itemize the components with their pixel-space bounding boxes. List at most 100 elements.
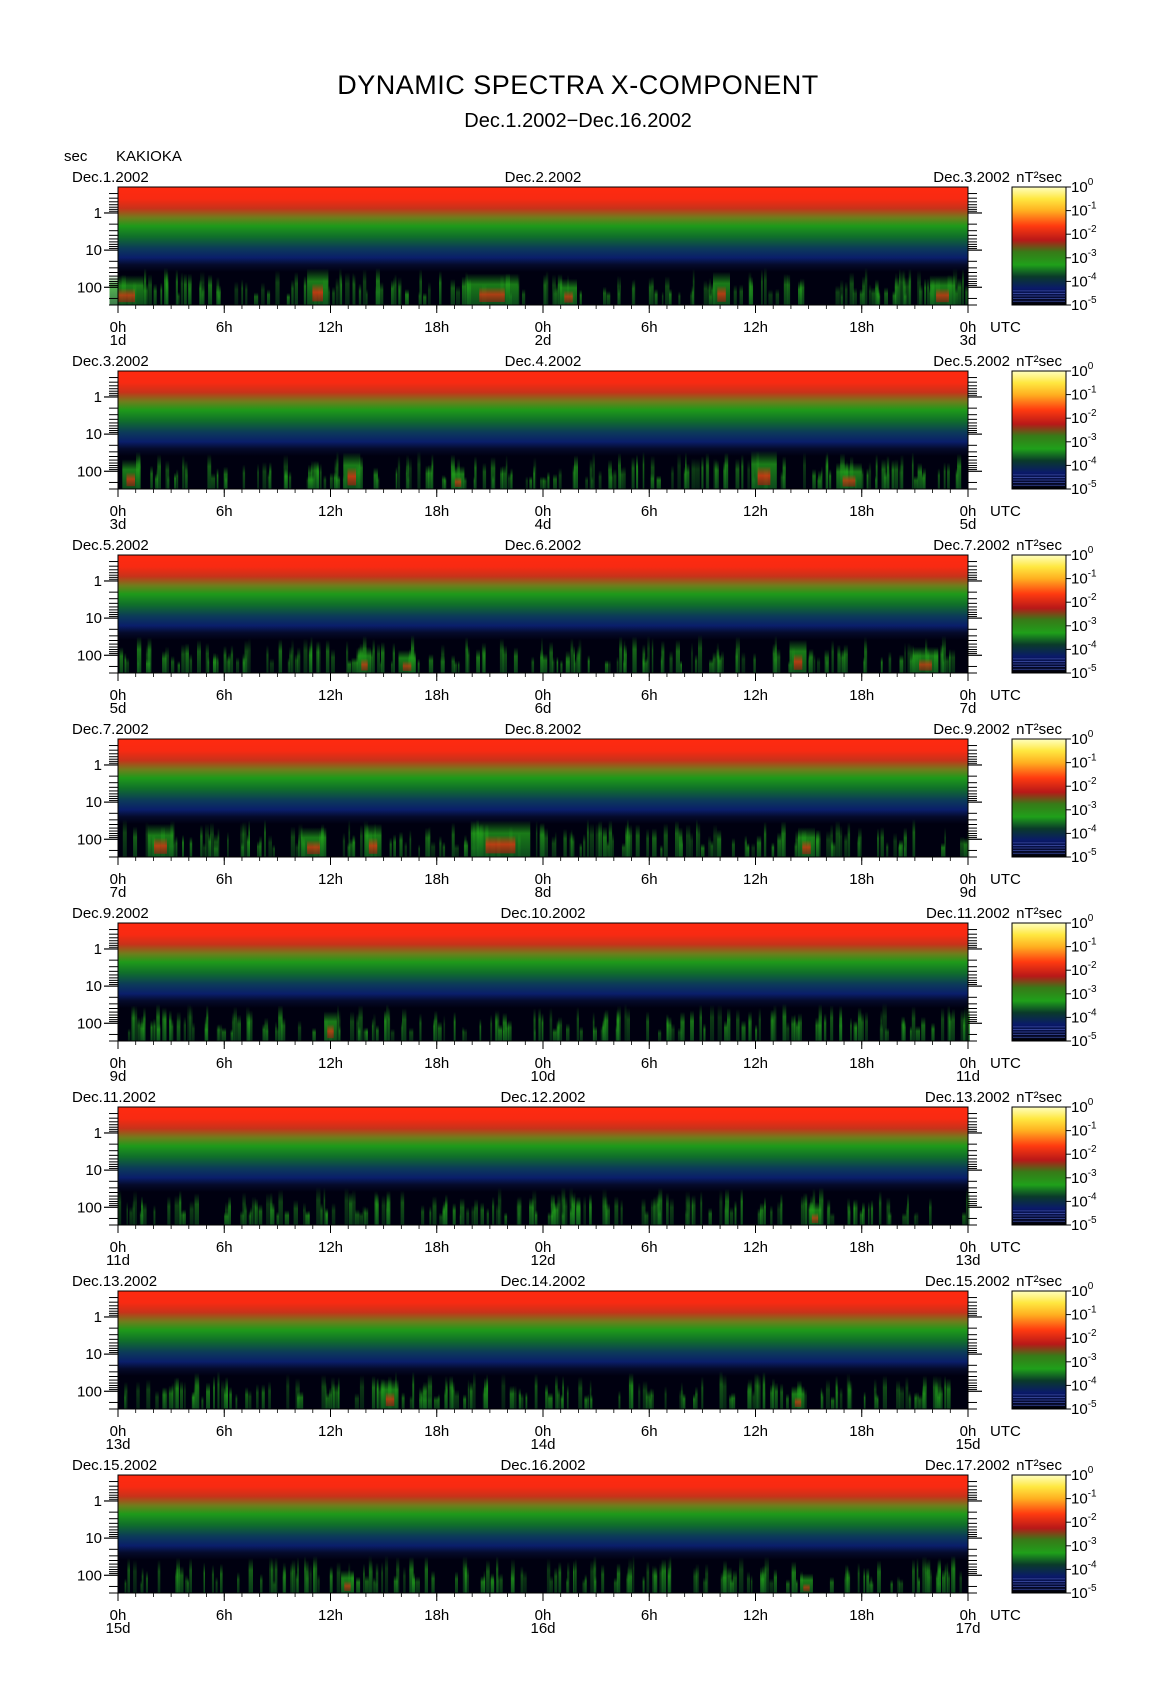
- activity-streak: [532, 1189, 537, 1225]
- activity-streak: [295, 1572, 299, 1593]
- activity-streak: [589, 1198, 592, 1225]
- activity-streak: [656, 1193, 660, 1225]
- x-tick-label: 18h: [424, 687, 449, 704]
- activity-streak: [397, 455, 401, 489]
- activity-streak: [888, 651, 892, 673]
- activity-streak: [402, 1008, 407, 1041]
- activity-streak: [894, 277, 900, 305]
- activity-streak: [502, 1026, 505, 1041]
- activity-streak: [955, 469, 958, 489]
- activity-streak: [520, 1566, 524, 1593]
- activity-streak: [216, 1024, 220, 1041]
- activity-streak: [756, 1374, 761, 1409]
- activity-streak: [433, 1018, 435, 1041]
- activity-streak: [165, 460, 170, 489]
- activity-streak: [695, 458, 700, 489]
- activity-streak: [553, 473, 557, 489]
- activity-streak: [209, 822, 214, 857]
- activity-streak: [505, 455, 508, 489]
- activity-streak: [795, 1020, 800, 1041]
- activity-streak: [473, 1372, 476, 1409]
- activity-streak: [353, 273, 356, 305]
- activity-streak: [371, 1375, 376, 1409]
- activity-streak: [574, 658, 577, 673]
- activity-streak: [623, 644, 627, 673]
- activity-streak: [258, 1204, 263, 1225]
- chart-subtitle: Dec.1.2002−Dec.16.2002: [464, 110, 692, 132]
- activity-streak: [284, 1210, 290, 1225]
- activity-streak: [393, 277, 395, 305]
- activity-streak: [282, 1562, 286, 1593]
- activity-streak: [156, 467, 159, 489]
- activity-streak: [642, 1380, 648, 1409]
- activity-streak: [912, 1559, 915, 1593]
- activity-streak: [291, 639, 294, 673]
- activity-streak: [431, 454, 434, 489]
- activity-streak: [208, 274, 213, 305]
- activity-streak: [532, 1198, 534, 1225]
- colorbar-tick-label: 10-4: [1071, 823, 1097, 842]
- activity-streak: [267, 289, 271, 305]
- colorbar-unit-label: nT²sec: [1016, 537, 1062, 554]
- activity-streak: [365, 288, 368, 305]
- colorbar-tick-label: 10-2: [1071, 224, 1097, 243]
- activity-streak: [171, 655, 175, 673]
- activity-streak: [329, 1567, 333, 1593]
- colorbar-unit-label: nT²sec: [1016, 169, 1062, 186]
- activity-streak: [150, 1020, 153, 1041]
- activity-streak: [656, 475, 661, 489]
- activity-streak: [419, 1013, 422, 1041]
- activity-streak: [887, 467, 890, 489]
- activity-streak: [758, 1007, 761, 1041]
- activity-streak: [254, 292, 259, 305]
- activity-streak: [323, 1187, 326, 1225]
- activity-streak: [741, 454, 744, 489]
- colorbar-tick-label: 10-4: [1071, 1375, 1097, 1394]
- activity-streak: [257, 463, 259, 489]
- activity-streak: [467, 1379, 470, 1409]
- activity-streak: [372, 639, 375, 673]
- activity-streak: [689, 832, 693, 857]
- x-tick-label: 0h: [535, 1239, 552, 1256]
- activity-streak: [620, 1199, 623, 1225]
- activity-streak: [409, 1556, 414, 1593]
- activity-streak: [691, 642, 693, 673]
- activity-streak: [482, 1386, 487, 1409]
- activity-streak: [444, 1375, 448, 1409]
- colorbar-tick-label: 100: [1071, 913, 1094, 932]
- activity-streak: [818, 470, 822, 489]
- activity-streak: [734, 1200, 737, 1225]
- activity-streak: [697, 822, 701, 857]
- activity-streak: [421, 1204, 425, 1225]
- activity-streak: [905, 1376, 909, 1409]
- activity-burst-peak: [936, 288, 949, 303]
- activity-streak: [650, 455, 655, 489]
- activity-streak: [331, 649, 335, 673]
- activity-streak: [880, 827, 884, 857]
- activity-streak: [295, 842, 299, 857]
- y-tick-label: 100: [77, 1199, 102, 1216]
- activity-streak: [395, 466, 398, 489]
- activity-streak: [880, 1010, 883, 1041]
- activity-streak: [376, 1025, 379, 1041]
- colorbar-tick-label: 100: [1071, 545, 1094, 564]
- activity-streak: [866, 1567, 870, 1593]
- x-tick-label: 6h: [641, 319, 658, 336]
- activity-streak: [164, 1011, 167, 1041]
- activity-streak: [480, 1576, 486, 1593]
- day-label: 1d: [110, 332, 127, 349]
- activity-streak: [284, 469, 288, 489]
- activity-streak: [179, 1190, 182, 1225]
- activity-streak: [428, 281, 431, 305]
- activity-streak: [146, 1379, 151, 1409]
- activity-streak: [235, 1393, 238, 1409]
- activity-streak: [437, 1021, 442, 1041]
- activity-streak: [675, 639, 680, 673]
- activity-streak: [331, 1377, 335, 1409]
- activity-streak: [311, 474, 315, 489]
- activity-streak: [576, 1007, 579, 1041]
- activity-streak: [375, 1562, 379, 1593]
- activity-burst-peak: [842, 474, 856, 487]
- activity-streak: [223, 1387, 228, 1409]
- activity-streak: [924, 278, 927, 305]
